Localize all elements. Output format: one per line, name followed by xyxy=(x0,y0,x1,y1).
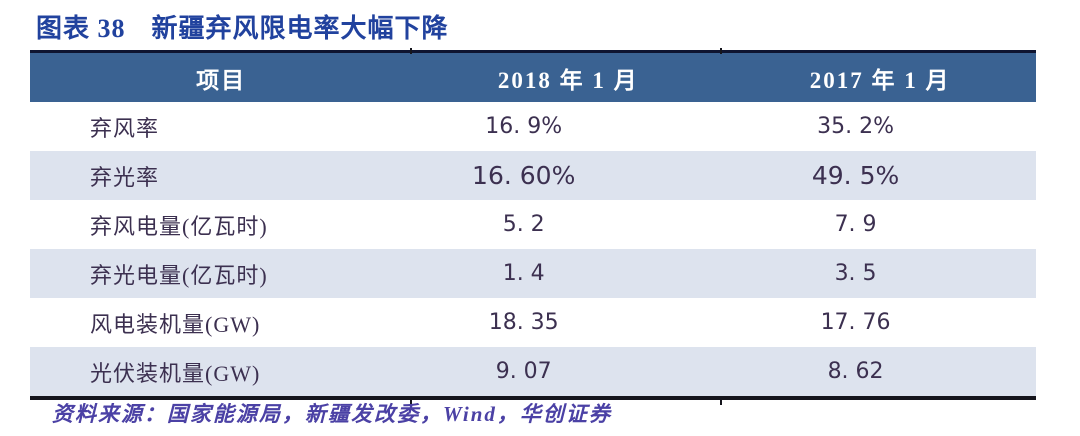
value-jan2017: 35. 2% xyxy=(817,114,894,139)
value-jan2018: 9. 07 xyxy=(412,347,725,398)
table-row: 弃风电量(亿瓦时) 5. 2 7. 9 xyxy=(30,200,1036,249)
value-jan2017: 17. 76 xyxy=(820,310,891,335)
column-divider-tick xyxy=(410,48,412,54)
column-header-jan2017: 2017 年 1 月 xyxy=(724,51,1036,102)
table-row: 弃风率 16. 9% 35. 2% xyxy=(30,102,1036,151)
data-table: 项目 2018 年 1 月 2017 年 1 月 弃风率 16. 9% 35. … xyxy=(30,50,1036,400)
value-jan2017: 8. 62 xyxy=(724,347,1036,398)
figure-title-text: 新疆弃风限电率大幅下降 xyxy=(151,14,449,43)
column-header-jan2018: 2018 年 1 月 xyxy=(412,51,725,102)
column-header-item: 项目 xyxy=(30,51,413,102)
value-jan2018: 5. 2 xyxy=(502,212,545,237)
row-label: 光伏装机量(GW) xyxy=(30,347,413,398)
source-note: 资料来源：国家能源局，新疆发改委，Wind，华创证券 xyxy=(52,402,612,426)
value-jan2017: 49. 5% xyxy=(724,151,1036,200)
row-label: 弃光电量(亿瓦时) xyxy=(30,249,413,298)
figure-number: 图表 38 xyxy=(36,14,126,43)
row-label: 弃风电量(亿瓦时) xyxy=(90,213,268,239)
header-row: 项目 2018 年 1 月 2017 年 1 月 xyxy=(30,51,1036,102)
value-jan2018: 18. 35 xyxy=(488,310,559,335)
row-label: 弃光率 xyxy=(30,151,413,200)
table-row: 光伏装机量(GW) 9. 07 8. 62 xyxy=(30,347,1036,398)
data-table-container: 项目 2018 年 1 月 2017 年 1 月 弃风率 16. 9% 35. … xyxy=(30,48,1036,405)
value-jan2018: 16. 9% xyxy=(485,114,563,139)
row-label: 风电装机量(GW) xyxy=(90,311,261,337)
value-jan2017: 7. 9 xyxy=(834,212,877,237)
value-jan2017: 3. 5 xyxy=(724,249,1036,298)
value-jan2018: 1. 4 xyxy=(412,249,725,298)
figure-title: 图表 38 新疆弃风限电率大幅下降 xyxy=(36,8,449,45)
value-jan2018: 16. 60% xyxy=(412,151,725,200)
table-row: 风电装机量(GW) 18. 35 17. 76 xyxy=(30,298,1036,347)
column-divider-tick xyxy=(410,399,412,405)
table-row: 弃光率 16. 60% 49. 5% xyxy=(30,151,1036,200)
column-divider-tick xyxy=(720,48,722,54)
column-divider-tick xyxy=(720,399,722,405)
row-label: 弃风率 xyxy=(90,115,160,141)
table-row: 弃光电量(亿瓦时) 1. 4 3. 5 xyxy=(30,249,1036,298)
